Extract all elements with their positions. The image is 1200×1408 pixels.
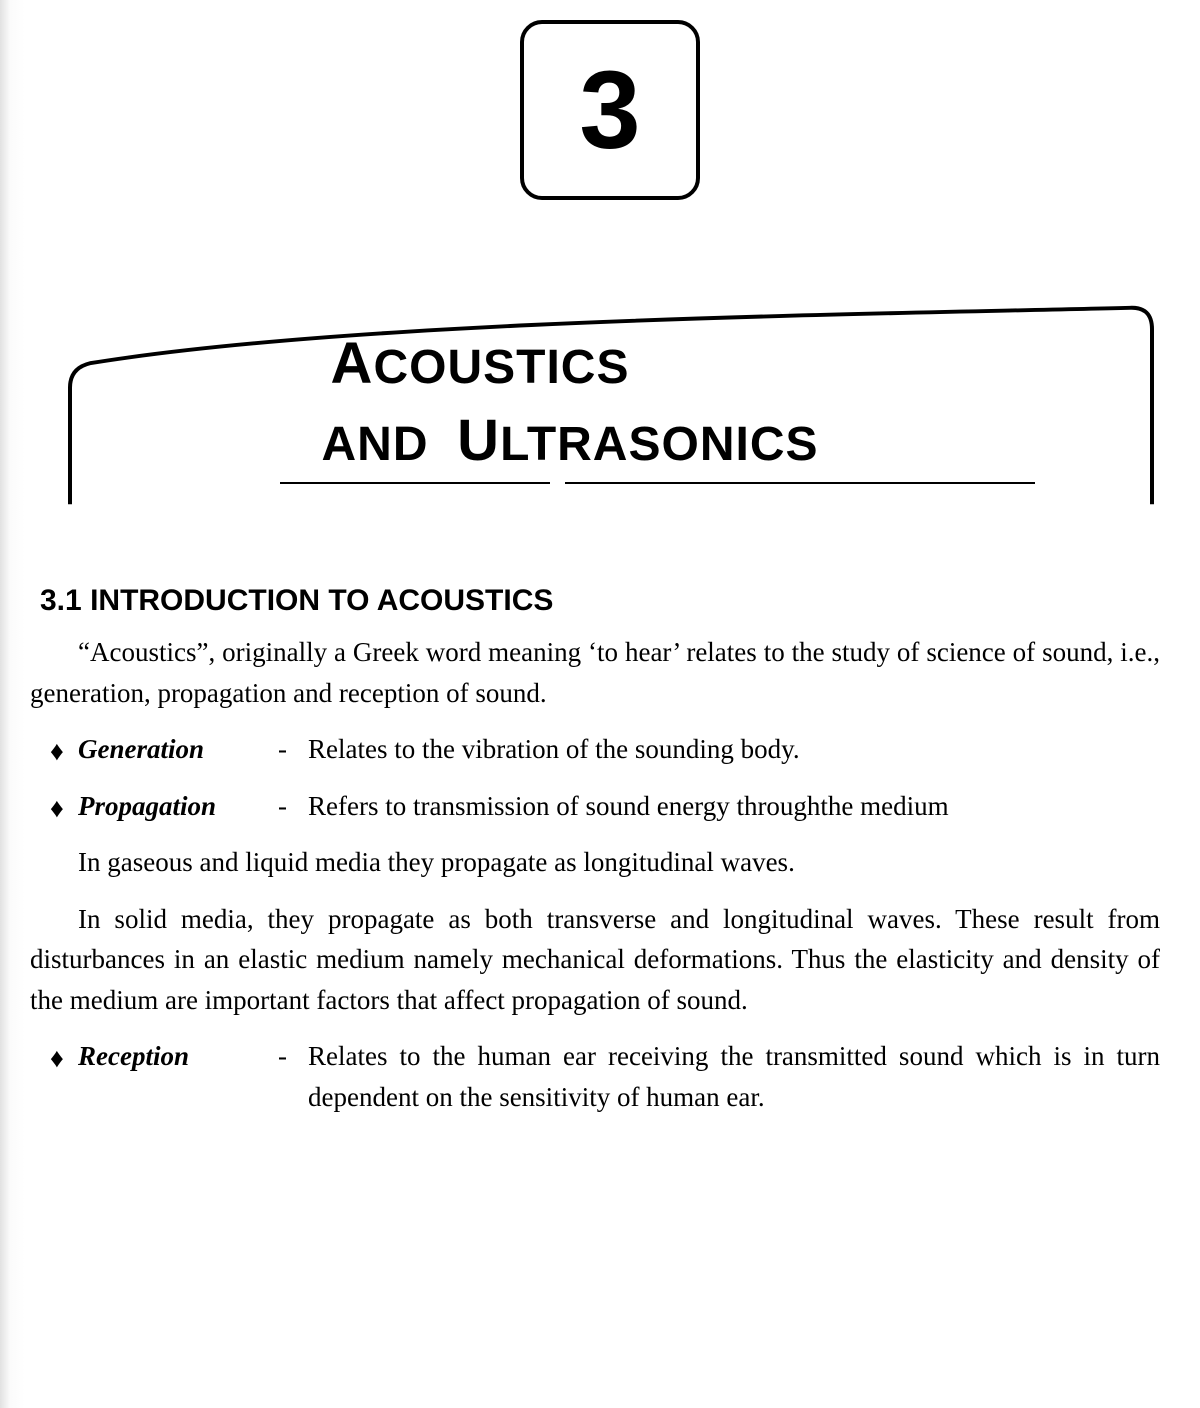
- definition-generation: ♦ Generation - Relates to the vibration …: [50, 729, 1160, 772]
- chapter-title-line2: AND ULTRASONICS: [120, 407, 1100, 474]
- intro-paragraph: “Acoustics”, originally a Greek word mea…: [30, 632, 1160, 713]
- chapter-number: 3: [579, 47, 640, 174]
- chapter-title-banner: ACOUSTICS AND ULTRASONICS: [60, 300, 1160, 514]
- diamond-icon: ♦: [50, 1036, 78, 1079]
- section-heading: 3.1 INTRODUCTION TO ACOUSTICS: [40, 584, 1160, 618]
- chapter-title-line1: ACOUSTICS: [120, 330, 1100, 397]
- diamond-icon: ♦: [50, 786, 78, 829]
- para-solid-media: In solid media, they propagate as both t…: [30, 899, 1160, 1021]
- para-gaseous-liquid: In gaseous and liquid media they propaga…: [30, 842, 1160, 883]
- definition-reception: ♦ Reception - Relates to the human ear r…: [50, 1036, 1160, 1117]
- diamond-icon: ♦: [50, 729, 78, 772]
- definition-propagation: ♦ Propagation - Refers to transmission o…: [50, 786, 1160, 829]
- chapter-number-box: 3: [520, 20, 700, 200]
- page-binding-shadow: [0, 0, 25, 1408]
